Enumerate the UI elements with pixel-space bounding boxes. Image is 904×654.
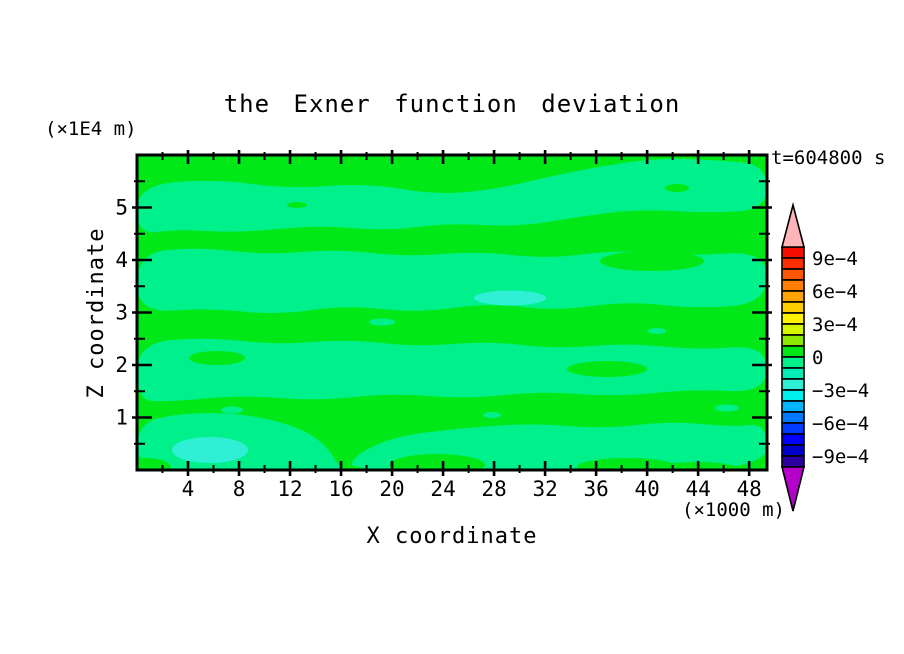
colorbar-segment <box>781 290 805 303</box>
colorbar-segment <box>781 356 805 369</box>
contour-patch <box>483 412 501 418</box>
colorbar-tick-label: 3e−4 <box>812 314 858 336</box>
y-tick-label: 3 <box>115 301 128 325</box>
contour-field <box>137 155 767 470</box>
contour-patch <box>287 202 307 208</box>
contour-band <box>137 158 767 233</box>
colorbar-segment <box>781 422 805 435</box>
contour-patch <box>648 328 666 334</box>
colorbar-segment <box>781 345 805 358</box>
contour-patch <box>567 361 647 377</box>
x-axis-unit: (×1000 m) <box>682 499 785 521</box>
contour-patch <box>172 437 248 463</box>
y-tick-label: 4 <box>115 248 128 272</box>
chart-title: the Exner function deviation <box>223 90 681 118</box>
colorbar-tick-label: −6e−4 <box>812 413 869 435</box>
contour-patch <box>369 318 395 326</box>
contour-patch <box>474 290 546 306</box>
x-axis-label: X coordinate <box>366 524 538 549</box>
x-tick-label: 4 <box>182 477 195 501</box>
x-tick-label: 36 <box>583 477 608 501</box>
y-tick-label: 1 <box>115 406 128 430</box>
colorbar-arrow-top <box>780 201 806 248</box>
contour-patch <box>577 458 677 470</box>
colorbar-segment <box>781 411 805 424</box>
x-tick-label: 20 <box>379 477 404 501</box>
axis-ticks <box>132 150 772 476</box>
colorbar-segment <box>781 400 805 413</box>
y-tick-label: 2 <box>115 353 128 377</box>
x-tick-label: 48 <box>736 477 761 501</box>
contour-patch <box>389 454 485 470</box>
contour-patch <box>189 351 245 365</box>
time-annotation: t=604800 s <box>771 147 886 169</box>
colorbar-segment <box>781 246 805 259</box>
y-tick-label: 5 <box>115 196 128 220</box>
x-tick-label: 24 <box>430 477 455 501</box>
colorbar-segment <box>781 268 805 281</box>
colorbar-segment <box>781 257 805 270</box>
colorbar-segment <box>781 334 805 347</box>
colorbar-arrow-bottom <box>780 466 806 512</box>
colorbar-segment <box>781 367 805 380</box>
colorbar-segment <box>781 455 805 468</box>
contour-patch <box>221 406 243 414</box>
colorbar-tick-label: −9e−4 <box>812 446 869 468</box>
colorbar-tick-label: 9e−4 <box>812 248 858 270</box>
contour-band <box>137 338 767 402</box>
colorbar-tick-label: −3e−4 <box>812 380 869 402</box>
x-tick-label: 12 <box>277 477 302 501</box>
contour-patch <box>715 404 739 412</box>
x-tick-label: 40 <box>634 477 659 501</box>
x-tick-label: 16 <box>328 477 353 501</box>
x-tick-label: 28 <box>481 477 506 501</box>
x-tick-label: 32 <box>532 477 557 501</box>
colorbar: 9e−4 6e−4 3e−4 0 −3e−4 −6e−4 −9e−4 <box>780 201 869 512</box>
colorbar-segment <box>781 433 805 446</box>
colorbar-tick-label: 6e−4 <box>812 281 858 303</box>
x-tick-label: 8 <box>233 477 246 501</box>
contour-patch <box>600 251 704 271</box>
x-tick-label: 44 <box>685 477 710 501</box>
y-axis-unit: (×1E4 m) <box>45 118 137 140</box>
colorbar-segment <box>781 312 805 325</box>
colorbar-segment <box>781 279 805 292</box>
contour-patch <box>665 184 689 192</box>
colorbar-segment <box>781 389 805 402</box>
colorbar-tick-label: 0 <box>812 347 823 369</box>
colorbar-segment <box>781 323 805 336</box>
colorbar-segment <box>781 378 805 391</box>
colorbar-segment <box>781 301 805 314</box>
colorbar-segment <box>781 444 805 457</box>
